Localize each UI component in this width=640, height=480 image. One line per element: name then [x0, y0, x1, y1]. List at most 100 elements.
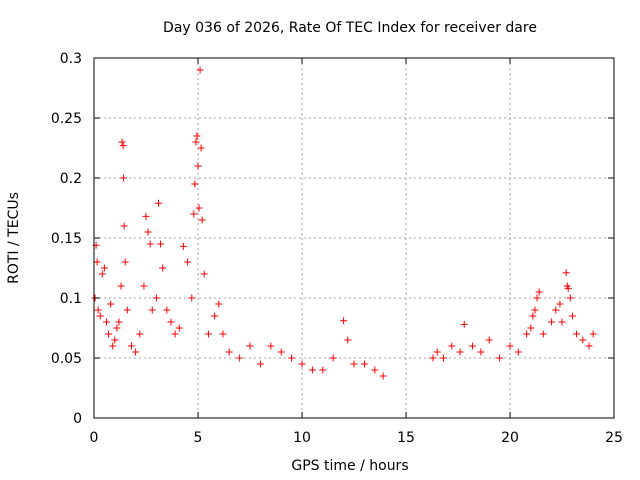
data-point: [548, 318, 556, 326]
data-point: [175, 324, 183, 332]
data-point: [171, 330, 179, 338]
data-point: [564, 284, 572, 292]
data-point: [288, 354, 296, 362]
chart-title: Day 036 of 2026, Rate Of TEC Index for r…: [163, 20, 537, 36]
data-point: [93, 258, 101, 266]
data-point: [132, 348, 140, 356]
data-point: [211, 312, 219, 320]
data-point: [529, 312, 537, 320]
data-point: [190, 210, 198, 218]
data-point: [192, 138, 200, 146]
data-point: [215, 300, 223, 308]
data-point: [159, 264, 167, 272]
data-point: [219, 330, 227, 338]
x-tick-label: 20: [501, 430, 519, 446]
y-tick-label: 0.15: [51, 231, 82, 247]
data-point: [277, 348, 285, 356]
data-point: [531, 306, 539, 314]
data-point: [371, 366, 379, 374]
data-point: [256, 360, 264, 368]
data-point: [267, 342, 275, 350]
data-point: [98, 270, 106, 278]
data-point: [152, 294, 160, 302]
data-point: [514, 348, 522, 356]
data-point: [246, 342, 254, 350]
data-point: [585, 342, 593, 350]
data-point: [329, 354, 337, 362]
y-tick-label: 0.1: [60, 291, 82, 307]
data-point: [107, 300, 115, 308]
data-point: [496, 354, 504, 362]
data-point: [157, 240, 165, 248]
data-point: [539, 330, 547, 338]
data-point: [573, 330, 581, 338]
grid: [94, 58, 614, 418]
data-point: [136, 330, 144, 338]
data-point: [527, 324, 535, 332]
data-point: [350, 360, 358, 368]
tick-labels: 0 5 10 15 20 25 0 0.05 0.1 0.15 0.2 0.25 0.3: [51, 51, 623, 446]
y-tick-label: 0.2: [60, 171, 82, 187]
y-tick-label: 0.05: [51, 351, 82, 367]
data-point: [195, 204, 203, 212]
y-axis-label: ROTI / TECUs: [6, 192, 22, 284]
x-tick-label: 0: [90, 430, 99, 446]
data-point: [200, 270, 208, 278]
data-point: [236, 354, 244, 362]
data-point: [439, 354, 447, 362]
data-point: [379, 372, 387, 380]
data-point: [344, 336, 352, 344]
axis-ticks: [93, 57, 615, 419]
x-tick-label: 10: [293, 430, 311, 446]
data-point: [142, 212, 150, 220]
data-point: [188, 294, 196, 302]
data-point: [319, 366, 327, 374]
data-point: [556, 300, 564, 308]
data-point: [120, 222, 128, 230]
data-point: [144, 228, 152, 236]
data-point: [485, 336, 493, 344]
data-point: [308, 366, 316, 374]
data-point: [225, 348, 233, 356]
data-point: [115, 318, 123, 326]
data-point: [456, 348, 464, 356]
x-tick-label: 15: [397, 430, 415, 446]
data-point: [566, 294, 574, 302]
data-point: [111, 336, 119, 344]
data-point: [196, 66, 204, 74]
data-point: [184, 258, 192, 266]
y-tick-label: 0: [73, 411, 82, 427]
data-point: [94, 306, 102, 314]
data-point: [558, 318, 566, 326]
data-point: [119, 142, 127, 150]
data-point: [194, 162, 202, 170]
data-point: [154, 199, 162, 207]
data-point: [533, 294, 541, 302]
data-point: [123, 306, 131, 314]
data-point: [113, 324, 121, 332]
data-point: [448, 342, 456, 350]
data-point: [204, 330, 212, 338]
x-tick-label: 5: [194, 430, 203, 446]
data-point: [469, 342, 477, 350]
data-point: [163, 306, 171, 314]
data-point: [360, 360, 368, 368]
data-point: [167, 318, 175, 326]
data-point: [105, 330, 113, 338]
x-tick-label: 25: [605, 430, 623, 446]
data-point: [579, 336, 587, 344]
data-point: [562, 269, 570, 277]
data-point: [429, 354, 437, 362]
data-point: [552, 306, 560, 314]
data-point: [477, 348, 485, 356]
data-point: [96, 312, 104, 320]
data-point: [102, 318, 110, 326]
data-point: [340, 317, 348, 325]
data-point: [298, 360, 306, 368]
data-point: [146, 240, 154, 248]
data-point: [148, 306, 156, 314]
data-point: [127, 342, 135, 350]
data-point: [117, 282, 125, 290]
data-point: [100, 264, 108, 272]
